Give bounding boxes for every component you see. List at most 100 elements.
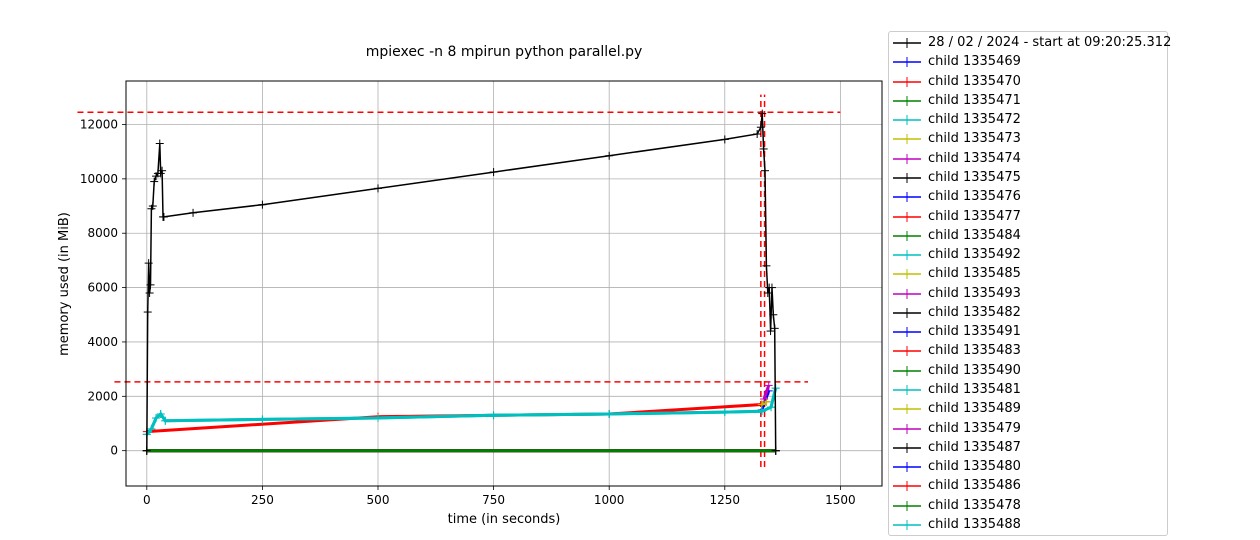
legend-label: child 1335470 [928, 73, 1021, 89]
series-line [145, 387, 778, 436]
data-point-marker [489, 411, 498, 420]
legend-item: child 1335472 [889, 111, 1167, 130]
legend-item: child 1335492 [889, 246, 1167, 265]
legend-swatch [893, 307, 921, 318]
y-axis-ticks: 0 2000 4000 6000 8000 10000 12000 [80, 117, 126, 458]
legend-item: child 1335483 [889, 342, 1167, 361]
legend-label: child 1335483 [928, 343, 1021, 359]
legend-swatch [893, 462, 921, 473]
legend-swatch [893, 346, 921, 357]
legend-item: 28 / 02 / 2024 - start at 09:20:25.312 [889, 34, 1171, 53]
legend-item: child 1335470 [889, 73, 1167, 92]
legend-item: child 1335473 [889, 130, 1167, 149]
legend-item: child 1335486 [889, 477, 1167, 496]
data-point-marker [760, 395, 769, 404]
legend-label: child 1335487 [928, 439, 1021, 455]
x-axis-ticks: 0 250 500 750 1000 1250 1500 [143, 486, 856, 507]
data-point-marker [766, 327, 775, 336]
legend-item: child 1335476 [889, 188, 1167, 207]
data-point-marker [761, 166, 770, 175]
legend-item: child 1335481 [889, 381, 1167, 400]
data-point-marker [605, 409, 614, 418]
legend-item: child 1335488 [889, 516, 1167, 535]
data-point-marker [759, 144, 768, 153]
legend-label: 28 / 02 / 2024 - start at 09:20:25.312 [928, 35, 1172, 50]
x-axis-label: time (in seconds) [448, 512, 561, 527]
data-point-marker [258, 200, 267, 209]
data-point-marker [156, 409, 165, 418]
data-point-marker [763, 289, 772, 298]
data-point-marker [756, 123, 765, 132]
data-point-marker [148, 202, 157, 211]
y-tick-label: 10000 [80, 172, 118, 186]
data-point-marker [147, 424, 156, 433]
data-point-marker [770, 324, 779, 333]
x-tick-label: 1250 [710, 493, 741, 507]
legend-swatch [893, 365, 921, 376]
y-tick-label: 0 [110, 444, 118, 458]
legend-swatch [893, 230, 921, 241]
legend-label: child 1335475 [928, 169, 1021, 185]
legend-swatch [893, 269, 921, 280]
legend-item: child 1335484 [889, 227, 1167, 246]
legend-swatch [893, 442, 921, 453]
legend-swatch [893, 520, 921, 530]
x-tick-label: 500 [367, 493, 390, 507]
y-tick-label: 4000 [87, 335, 118, 349]
data-point-marker [146, 280, 155, 289]
legend-label: child 1335489 [928, 401, 1021, 417]
legend-item: child 1335493 [889, 285, 1167, 304]
legend-item: child 1335491 [889, 323, 1167, 342]
legend-item: child 1335490 [889, 362, 1167, 381]
data-point-marker [189, 208, 198, 217]
data-point-marker [769, 310, 778, 319]
legend-swatch [893, 38, 921, 48]
x-tick-label: 0 [143, 493, 151, 507]
data-point-marker [374, 414, 382, 423]
y-axis-label: memory used (in MiB) [57, 212, 72, 356]
legend-item: child 1335489 [889, 400, 1167, 419]
legend-item: child 1335471 [889, 92, 1167, 111]
legend-swatch [893, 192, 921, 203]
legend-swatch [893, 172, 921, 183]
legend-label: child 1335486 [928, 478, 1021, 494]
legend-label: child 1335491 [928, 324, 1021, 340]
data-point-marker [161, 416, 170, 425]
legend-label: child 1335485 [928, 266, 1021, 282]
data-point-marker [757, 400, 766, 409]
data-point-marker [489, 168, 498, 177]
legend-label: child 1335473 [928, 131, 1021, 147]
series [760, 381, 773, 404]
series [142, 109, 780, 455]
data-point-marker [150, 177, 159, 186]
legend-label: child 1335482 [928, 304, 1021, 320]
data-point-marker [155, 139, 164, 148]
data-point-marker [158, 166, 167, 175]
legend-label: child 1335492 [928, 247, 1021, 263]
series-line [146, 113, 777, 451]
legend-label: child 1335480 [928, 459, 1021, 475]
data-point-marker [753, 130, 762, 139]
legend-swatch [893, 95, 921, 106]
series [142, 384, 780, 439]
series-layer [142, 109, 780, 455]
y-tick-label: 2000 [87, 389, 118, 403]
x-tick-label: 750 [482, 493, 505, 507]
x-tick-label: 1500 [825, 493, 856, 507]
y-tick-label: 12000 [80, 117, 118, 131]
legend-swatch [893, 57, 921, 68]
series-line [145, 387, 778, 436]
y-tick-label: 6000 [87, 281, 118, 295]
data-point-marker [771, 446, 780, 455]
legend-item: child 1335474 [889, 150, 1167, 169]
legend-label: child 1335469 [928, 54, 1021, 70]
data-point-marker [145, 289, 154, 298]
legend-label: child 1335481 [928, 382, 1021, 398]
legend-label: child 1335471 [928, 92, 1021, 108]
data-point-marker [758, 109, 767, 118]
legend-item: child 1335480 [889, 458, 1167, 477]
legend-label: child 1335477 [928, 208, 1021, 224]
y-tick-label: 8000 [87, 226, 118, 240]
legend-item: child 1335487 [889, 439, 1167, 458]
